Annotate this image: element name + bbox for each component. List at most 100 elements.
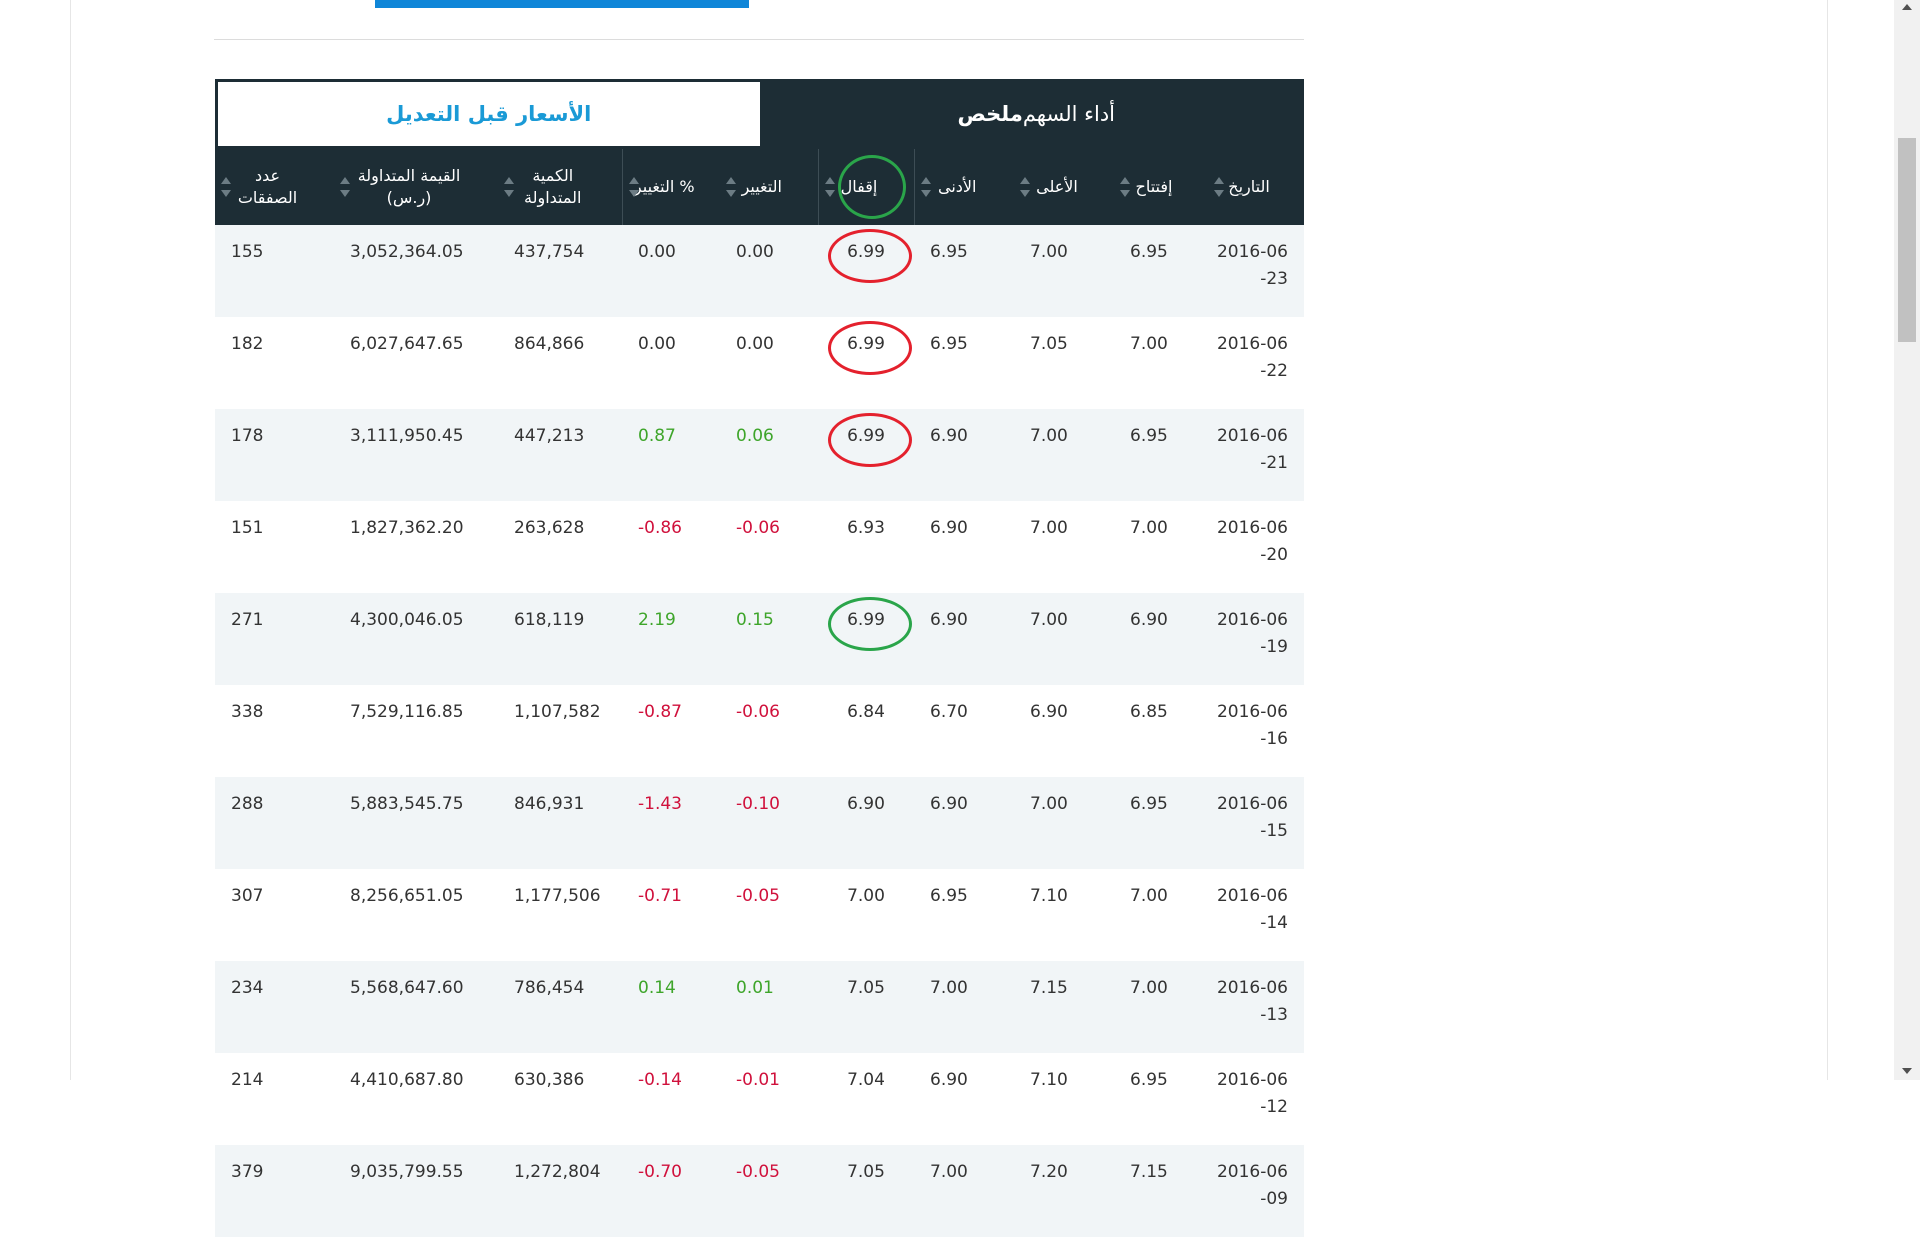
sort-icon[interactable] (920, 175, 931, 199)
cell-value: 0.01- (736, 1070, 780, 1090)
tab-unadjusted-prices[interactable]: الأسعار قبل التعديل (218, 82, 760, 146)
cell-value: 6,027,647.65 (334, 317, 498, 409)
sort-icon[interactable] (1120, 175, 1130, 199)
cell-value: 7,529,116.85 (334, 685, 498, 777)
table-row: 2016-06-20 7.00 7.00 6.90 6.93 0.06- 0.86- 263,… (215, 501, 1304, 593)
cell-value: 263,628 (514, 518, 585, 538)
cell-value: 2016-06-20 (1216, 518, 1288, 565)
cell-value: 178 (231, 426, 264, 446)
cell-change: 0.00 (720, 225, 818, 317)
cell-value: 0.87 (638, 426, 676, 446)
cell-date: 2016-06-19 (1208, 593, 1304, 685)
cell-close: 7.05 (818, 961, 914, 1053)
cell-value: 2016-06-14 (1216, 886, 1288, 933)
tabs-bar: ملخص أداء السهم الأسعار قبل التعديل (215, 79, 1304, 149)
cell-value: 2016-06-21 (1216, 426, 1288, 473)
cell-value: 1,827,362.20 (350, 518, 464, 538)
cell-open: 7.00 (1114, 501, 1208, 593)
cell-value: 7.00 (1030, 518, 1068, 538)
cell-open: 6.95 (1114, 1053, 1208, 1145)
cell-value: 5,883,545.75 (350, 794, 464, 814)
cell-value: 6.95 (1130, 794, 1168, 814)
column-header-change[interactable]: التغيير (720, 149, 818, 225)
cell-volume: 846,931 (498, 777, 622, 869)
cell-close: 6.99 (818, 409, 914, 501)
cell-high: 7.15 (1014, 961, 1114, 1053)
scrollbar-thumb[interactable] (1898, 138, 1916, 342)
cell-trades: 288 (215, 777, 334, 869)
cell-volume: 437,754 (498, 225, 622, 317)
cell-volume: 1,107,582 (498, 685, 622, 777)
cell-change-pct: 0.71- (622, 869, 720, 961)
cell-trades: 178 (215, 409, 334, 501)
column-header-trades[interactable]: عدد الصفقات (215, 149, 334, 225)
cell-change: 0.00 (720, 317, 818, 409)
column-header-high[interactable]: الأعلى (1014, 149, 1114, 225)
cell-open: 7.00 (1114, 869, 1208, 961)
cell-value: 7.10 (1030, 1070, 1068, 1090)
scrollbar[interactable] (1894, 0, 1920, 1080)
cell-trades: 151 (215, 501, 334, 593)
column-header-date[interactable]: التاريخ (1208, 149, 1304, 225)
cell-volume: 1,272,804 (498, 1145, 622, 1237)
section-divider (214, 39, 1304, 40)
cell-value: 0.71- (638, 886, 682, 906)
cell-trades: 234 (215, 961, 334, 1053)
column-header-low[interactable]: الأدنى (913, 149, 1014, 225)
cell-value: 0.06- (736, 702, 780, 722)
cell-value: 1,827,362.20 (334, 501, 498, 593)
cell-value: 7.00 (930, 1162, 968, 1182)
cell-change-pct: 0.14- (622, 1053, 720, 1145)
cell-value: 0.00 (638, 242, 676, 262)
cell-value: 7.15 (1030, 978, 1068, 998)
cell-value: 0.10- (736, 794, 780, 814)
column-header-close[interactable]: إقفال (817, 149, 914, 225)
sort-icon[interactable] (340, 175, 350, 199)
sort-icon[interactable] (726, 175, 736, 199)
cell-date: 2016-06-14 (1208, 869, 1304, 961)
cell-low: 6.95 (914, 317, 1014, 409)
cell-value: 9,035,799.55 (350, 1162, 464, 1182)
cell-value: 6.95 (1130, 426, 1168, 446)
cell-open: 7.15 (1114, 1145, 1208, 1237)
cell-date: 2016-06-16 (1208, 685, 1304, 777)
cell-value: 2016-06-16 (1216, 702, 1288, 749)
column-header-change-pct[interactable]: % التغيير (621, 149, 720, 225)
cell-change: 0.15 (720, 593, 818, 685)
column-header-volume[interactable]: الكمية المتداولة (498, 149, 622, 225)
cell-value: 6.90 (930, 794, 968, 814)
cell-change: 0.06 (720, 409, 818, 501)
cell-low: 7.00 (914, 1145, 1014, 1237)
cell-high: 7.05 (1014, 317, 1114, 409)
cell-value: 2016-06-12 (1216, 1070, 1288, 1117)
sort-icon[interactable] (504, 175, 514, 199)
cell-value: 0.86- (638, 518, 682, 538)
sort-icon[interactable] (1020, 175, 1030, 199)
sort-icon[interactable] (221, 175, 231, 199)
sort-icon[interactable] (824, 175, 835, 199)
scroll-up-arrow-icon[interactable] (1902, 4, 1912, 10)
blue-action-bar[interactable] (375, 0, 749, 8)
cell-value: 1,272,804 (514, 1162, 601, 1182)
cell-value: 7.00 (1030, 242, 1068, 262)
scroll-down-arrow-icon[interactable] (1902, 1068, 1912, 1074)
cell-change-pct: 0.87 (622, 409, 720, 501)
cell-close: 6.99 (818, 317, 914, 409)
cell-close: 6.84 (818, 685, 914, 777)
tab-performance-summary[interactable]: ملخص أداء السهم (763, 79, 1305, 149)
cell-value: 6,027,647.65 (350, 334, 464, 354)
cell-value: 7.00 (1130, 334, 1168, 354)
cell-date: 2016-06-15 (1208, 777, 1304, 869)
price-history-table: التاريخ إفتتاح الأعلى الأدنى إقفال التغي… (215, 149, 1304, 1237)
column-header-open[interactable]: إفتتاح (1114, 149, 1208, 225)
cell-high: 7.00 (1014, 225, 1114, 317)
cell-value: 271 (231, 610, 264, 630)
table-header-row: التاريخ إفتتاح الأعلى الأدنى إقفال التغي… (215, 149, 1304, 225)
cell-value: 437,754 (514, 242, 585, 262)
cell-value: 379 (231, 1162, 264, 1182)
column-header-value[interactable]: القيمة المتداولة (ر.س) (334, 149, 498, 225)
cell-low: 6.90 (914, 1053, 1014, 1145)
table-row: 2016-06-09 7.15 7.20 7.00 7.05 0.05- 0.70- 1,27… (215, 1145, 1304, 1237)
sort-icon[interactable] (628, 175, 639, 199)
sort-icon[interactable] (1214, 175, 1224, 199)
